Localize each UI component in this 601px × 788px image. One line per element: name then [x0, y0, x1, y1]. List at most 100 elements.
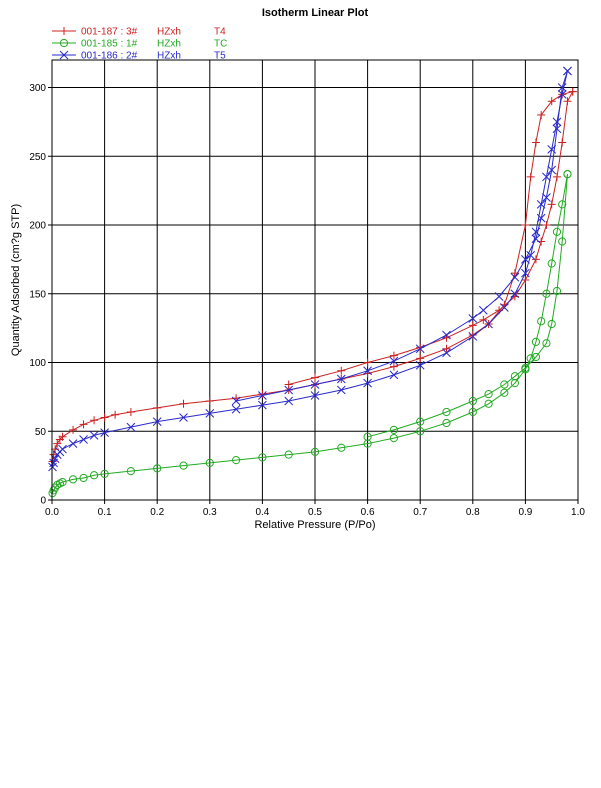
- x-tick-labels: 0.0 0.1 0.2 0.3 0.4 0.5 0.6 0.7 0.8 0.9 1.0: [45, 500, 585, 518]
- adsorption-point: [111, 410, 120, 419]
- desorption-point: [231, 396, 241, 406]
- adsorption-point: [500, 388, 509, 397]
- adsorption-point: [521, 268, 530, 278]
- desorption-point: [478, 305, 488, 315]
- adsorption-point: [153, 464, 162, 473]
- desorption-point: [284, 385, 294, 395]
- x-axis-label: Relative Pressure (P/Po): [254, 519, 375, 531]
- desorption-point: [563, 66, 572, 76]
- adsorption-point: [58, 478, 67, 487]
- y-axis-label: Quantity Adsorbed (cm?g STP): [10, 204, 22, 356]
- adsorption-point: [526, 172, 535, 181]
- desorption-point: [531, 234, 541, 244]
- adsorption-point: [363, 378, 372, 388]
- adsorption-point: [100, 469, 109, 478]
- adsorption-point: [310, 391, 320, 400]
- adsorption-point: [310, 447, 320, 456]
- desorption-line: [235, 70, 568, 402]
- legend-marker: [59, 38, 69, 48]
- adsorption-point: [484, 319, 493, 329]
- adsorption-point: [542, 172, 551, 182]
- adsorption-point: [510, 289, 520, 299]
- grid-lines: [52, 60, 578, 500]
- desorption-point: [258, 391, 267, 400]
- legend-item: 001-186 : 2# HZxh T5: [52, 51, 226, 62]
- adsorption-point: [126, 408, 135, 416]
- adsorption-point: [442, 418, 451, 428]
- desorption-point: [284, 380, 293, 389]
- series-1: [48, 87, 577, 466]
- adsorption-point: [416, 354, 425, 363]
- adsorption-point: [389, 370, 399, 380]
- desorption-point: [311, 373, 319, 382]
- x-tick-label: 0.3: [203, 507, 217, 518]
- desorption-point: [389, 351, 398, 360]
- desorption-point: [500, 380, 509, 389]
- desorption-point: [547, 200, 556, 209]
- desorption-point: [442, 330, 451, 340]
- adsorption-point: [68, 439, 78, 448]
- legend-sample: 001-186 : 2#: [81, 51, 138, 62]
- adsorption-point: [153, 403, 162, 412]
- desorption-point: [521, 255, 530, 264]
- adsorption-point: [53, 439, 62, 448]
- adsorption-point: [126, 422, 136, 432]
- series-2: [48, 170, 572, 498]
- adsorption-point: [90, 416, 99, 425]
- adsorption-point: [558, 200, 567, 209]
- y-tick-label: 250: [29, 152, 46, 163]
- desorption-point: [542, 221, 551, 229]
- adsorption-point: [205, 458, 214, 467]
- desorption-point: [415, 344, 425, 354]
- legend-tag: T5: [214, 51, 226, 62]
- desorption-point: [521, 363, 530, 373]
- y-tick-label: 100: [29, 358, 46, 369]
- y-tick-label: 150: [29, 289, 46, 300]
- adsorption-point: [79, 420, 88, 429]
- desorption-point: [568, 87, 577, 96]
- desorption-point: [542, 339, 551, 348]
- desorption-point: [479, 315, 488, 324]
- x-tick-label: 0.0: [45, 507, 59, 518]
- adsorption-point: [69, 425, 78, 434]
- desorption-point: [558, 138, 567, 147]
- desorption-point: [363, 432, 372, 441]
- x-tick-label: 0.2: [150, 507, 164, 518]
- adsorption-point: [179, 413, 188, 422]
- legend-tag: TC: [214, 39, 227, 50]
- desorption-line: [367, 174, 568, 438]
- adsorption-point: [484, 399, 493, 408]
- x-tick-label: 0.7: [413, 507, 427, 518]
- adsorption-point: [205, 397, 214, 405]
- desorption-point: [547, 319, 556, 329]
- desorption-point: [563, 97, 572, 106]
- desorption-point: [494, 292, 504, 301]
- desorption-point: [510, 272, 520, 282]
- adsorption-point: [258, 390, 267, 399]
- desorption-point: [531, 255, 540, 264]
- adsorption-point: [537, 317, 546, 326]
- desorption-point: [484, 390, 493, 399]
- desorption-point: [336, 374, 346, 384]
- adsorption-point: [500, 303, 509, 312]
- legend-operator: HZxh: [157, 27, 181, 38]
- y-tick-label: 50: [35, 427, 47, 438]
- x-tick-label: 0.8: [466, 507, 480, 518]
- desorption-point: [337, 366, 346, 375]
- desorption-point: [363, 358, 372, 367]
- desorption-point: [389, 425, 398, 434]
- adsorption-point: [552, 227, 562, 236]
- adsorption-point: [258, 453, 267, 462]
- adsorption-point: [89, 471, 99, 480]
- adsorption-point: [100, 413, 109, 422]
- desorption-point: [363, 366, 372, 376]
- adsorption-point: [68, 475, 78, 484]
- adsorption-point: [416, 427, 425, 436]
- legend-item: 001-187 : 3# HZxh T4: [52, 27, 226, 38]
- adsorption-point: [179, 399, 188, 408]
- adsorption-point: [442, 348, 451, 358]
- adsorption-point: [547, 259, 556, 268]
- desorption-point: [468, 321, 477, 330]
- x-tick-label: 1.0: [571, 507, 585, 518]
